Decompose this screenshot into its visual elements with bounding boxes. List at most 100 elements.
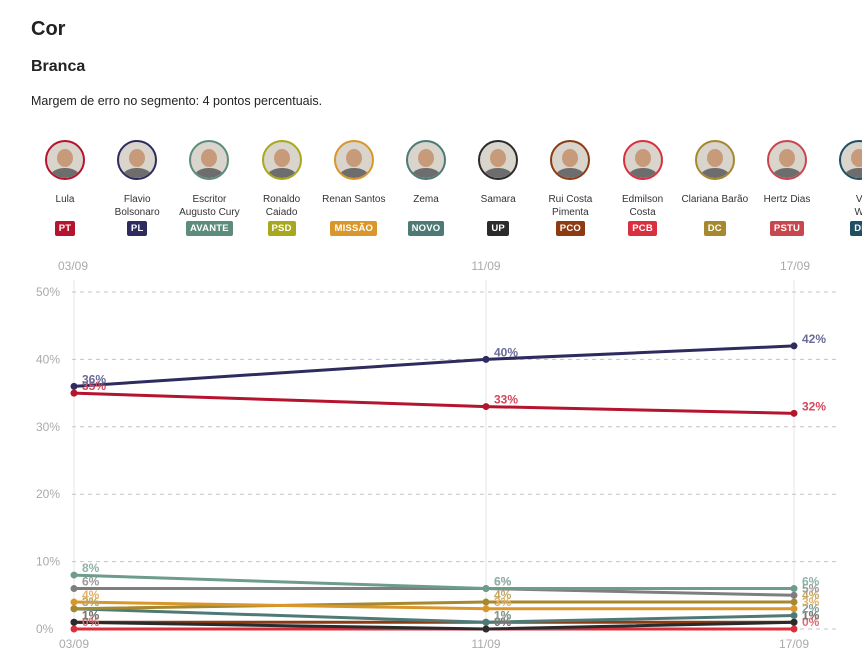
data-label: 3% [82, 595, 100, 609]
data-label: 35% [82, 379, 106, 393]
data-point [482, 605, 490, 613]
data-point [482, 625, 490, 633]
data-point [790, 625, 798, 633]
data-point [482, 585, 490, 593]
party-badge: PT [54, 221, 76, 236]
data-label: 6% [494, 575, 512, 589]
party-badge: DC [703, 221, 726, 236]
candidate-name: Renan Santos [322, 194, 386, 205]
candidate-2[interactable]: Escritor Augusto Cury AVANTE [167, 140, 251, 236]
data-point [790, 585, 798, 593]
party-badge: PSTU [769, 221, 805, 236]
candidate-3[interactable]: Ronaldo Caiado PSD [240, 140, 324, 236]
candidate-name: V W [854, 194, 862, 218]
avatar [261, 140, 302, 180]
party-badge: PL [126, 221, 148, 236]
data-point [70, 598, 78, 606]
data-label: 0% [494, 615, 512, 629]
data-point [482, 598, 490, 606]
candidate-name: Zema [413, 194, 439, 205]
x-tick-top-label: 17/09 [780, 259, 810, 273]
avatar [117, 140, 158, 180]
data-label: 1% [494, 608, 512, 622]
data-point [790, 591, 798, 599]
y-tick-label: 30% [36, 420, 60, 434]
data-label: 4% [494, 588, 512, 602]
party-badge: NOVO [407, 221, 445, 236]
candidate-5[interactable]: Zema NOVO [384, 140, 468, 236]
candidate-9[interactable]: Clariana Barão DC [673, 140, 757, 236]
data-label: 0% [82, 615, 100, 629]
y-tick-label: 50% [36, 285, 60, 299]
avatar [333, 140, 374, 180]
avatar [839, 140, 862, 180]
candidate-name: Samara [480, 194, 516, 205]
candidate-11[interactable]: V W DI [817, 140, 862, 236]
series-line [73, 573, 794, 591]
data-point [482, 618, 490, 626]
data-label: 2% [802, 602, 820, 616]
candidate-1[interactable]: Flavio Bolsonaro PL [95, 140, 179, 236]
candidate-name: Flavio Bolsonaro [114, 194, 160, 218]
data-point [790, 618, 798, 626]
candidate-name: Hertz Dias [763, 194, 811, 205]
data-label: 3% [802, 595, 820, 609]
data-point [70, 585, 78, 593]
avatar [45, 140, 85, 180]
data-point [482, 355, 490, 363]
data-point [790, 342, 798, 350]
segment-subtitle: Branca [31, 58, 86, 75]
data-label: 8% [82, 561, 100, 575]
candidate-10[interactable]: Hertz Dias PSTU [745, 140, 829, 236]
data-label: 1% [494, 608, 512, 622]
data-label: 6% [802, 575, 820, 589]
data-point [790, 612, 798, 620]
data-label: 42% [802, 332, 826, 346]
data-label: 6% [82, 575, 100, 589]
data-label: 5% [802, 581, 820, 595]
x-tick-top-label: 11/09 [471, 259, 500, 273]
y-tick-label: 10% [36, 555, 60, 569]
avatar [406, 140, 446, 180]
candidate-4[interactable]: Renan Santos MISSÃO [312, 140, 396, 236]
series-line [73, 607, 795, 624]
data-label: 36% [82, 372, 106, 386]
candidate-6[interactable]: Samara UP [456, 140, 540, 236]
data-label: 1% [802, 608, 820, 622]
candidate-8[interactable]: Edmilson Costa PCB [601, 140, 685, 236]
party-badge: DI [850, 221, 862, 236]
data-point [790, 409, 798, 417]
x-tick-top-label: 03/09 [58, 259, 88, 273]
data-point [70, 625, 78, 633]
data-point [70, 618, 78, 626]
avatar [550, 140, 591, 180]
x-tick-label: 03/09 [59, 637, 89, 651]
data-label: 4% [802, 588, 820, 602]
data-point [790, 605, 798, 613]
data-label: 1% [82, 608, 100, 622]
candidate-7[interactable]: Rui Costa Pimenta PCO [528, 140, 612, 236]
x-tick-label: 17/09 [779, 637, 809, 651]
data-point [790, 598, 798, 606]
data-label: 6% [494, 575, 512, 589]
candidate-legend: Lula PT Flavio Bolsonaro PL Escritor Augusto… [0, 140, 862, 250]
y-tick-label: 20% [36, 487, 60, 501]
series-line [73, 344, 795, 388]
party-badge: PSD [267, 221, 296, 236]
data-label: 1% [82, 608, 100, 622]
data-label: 33% [494, 393, 518, 407]
candidate-name: Clariana Barão [681, 194, 749, 205]
page-title: Cor [31, 18, 66, 40]
candidate-0[interactable]: Lula PT [23, 140, 107, 236]
data-label: 4% [82, 588, 100, 602]
data-label: 0% [802, 615, 820, 629]
candidate-name: Rui Costa Pimenta [548, 194, 593, 218]
margin-of-error-note: Margem de erro no segmento: 4 pontos per… [31, 94, 323, 108]
avatar [767, 140, 807, 180]
data-label: 1% [802, 608, 820, 622]
y-tick-label: 40% [36, 352, 60, 366]
avatar [478, 140, 519, 180]
data-point [70, 382, 78, 390]
candidate-name: Edmilson Costa [622, 194, 664, 218]
data-label: 40% [494, 345, 518, 359]
